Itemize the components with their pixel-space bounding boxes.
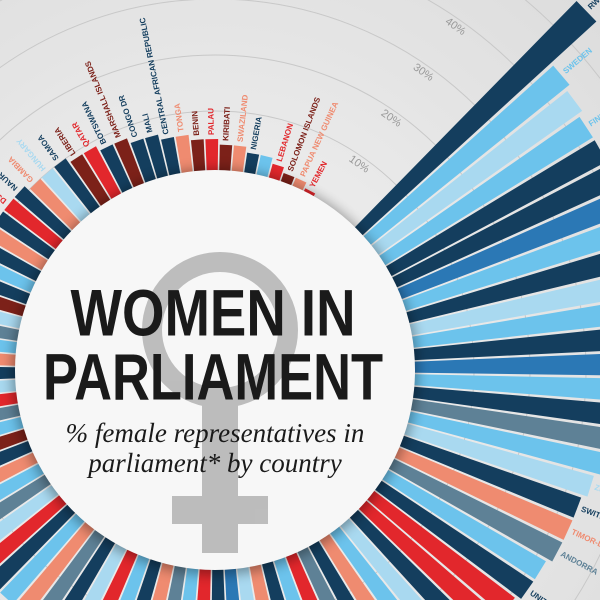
- country-label: KIRIBATI: [221, 107, 232, 141]
- bar: [0, 265, 40, 295]
- bar: [409, 374, 600, 400]
- bar: [84, 539, 129, 600]
- title-line: PARLIAMENT: [43, 339, 383, 413]
- bar: [64, 533, 118, 600]
- country-label: TONGA: [173, 102, 186, 132]
- bar: [401, 253, 600, 325]
- bar: [231, 145, 247, 177]
- bar: [0, 510, 88, 600]
- country-label: RWANDA: [586, 0, 600, 11]
- bar: [30, 178, 84, 234]
- bar: [397, 226, 600, 313]
- bar: [351, 1, 597, 239]
- bar: [0, 492, 71, 564]
- bar: [41, 168, 93, 226]
- bar: [346, 506, 450, 600]
- bar: [120, 550, 151, 600]
- symbol-cross: [172, 496, 268, 524]
- subtitle-line: parliament* by country: [86, 448, 341, 478]
- bar: [0, 211, 59, 263]
- bar: [395, 434, 582, 518]
- country-label: PALAU: [206, 108, 215, 135]
- bar: [295, 542, 336, 600]
- bar: [393, 198, 600, 301]
- bar: [219, 144, 233, 176]
- bar: [408, 386, 600, 424]
- bar: [384, 456, 563, 562]
- bar: [404, 279, 600, 337]
- bar: [378, 467, 546, 580]
- bar: [54, 158, 103, 218]
- bar: [175, 134, 194, 178]
- bar: [0, 247, 46, 284]
- bar: [100, 144, 135, 198]
- bar: [355, 497, 482, 600]
- bar: [0, 501, 79, 590]
- bar: [387, 168, 600, 290]
- bar: [0, 229, 52, 273]
- bar: [363, 487, 515, 600]
- bar: [130, 138, 158, 188]
- bar: [409, 353, 600, 376]
- bar: [406, 398, 600, 449]
- bar: [375, 116, 593, 268]
- symbol-ring: [142, 252, 298, 408]
- bar: [371, 477, 534, 599]
- bar: [19, 518, 98, 600]
- bar: [367, 90, 583, 258]
- symbol-stem: [202, 405, 238, 553]
- bar: [403, 410, 600, 475]
- bar: [408, 329, 600, 361]
- bar: [145, 134, 170, 184]
- bar: [399, 422, 594, 497]
- bar: [272, 552, 301, 600]
- female-symbol: [142, 252, 298, 553]
- bar: [0, 461, 49, 501]
- bar: [327, 522, 398, 600]
- bar: [14, 186, 75, 243]
- subtitle-line: % female representatives in: [66, 418, 365, 448]
- bar: [306, 536, 355, 600]
- bar: [83, 146, 124, 204]
- bar: [390, 445, 573, 540]
- bar: [43, 526, 108, 600]
- bar: [190, 139, 206, 177]
- bar: [284, 548, 318, 600]
- inner-circle: [15, 170, 415, 570]
- bar: [359, 65, 570, 248]
- title-line: WOMEN IN: [71, 275, 356, 349]
- bar: [102, 545, 140, 600]
- bar: [205, 139, 219, 176]
- bar: [337, 514, 422, 600]
- bar: [4, 198, 67, 253]
- bar: [0, 482, 63, 541]
- bar: [317, 530, 375, 600]
- bar: [381, 140, 600, 279]
- bar: [407, 304, 600, 349]
- bar: [0, 472, 55, 520]
- bar: [161, 137, 182, 181]
- bar: [70, 154, 113, 210]
- country-label: BENIN: [190, 110, 201, 136]
- bar: [114, 138, 146, 192]
